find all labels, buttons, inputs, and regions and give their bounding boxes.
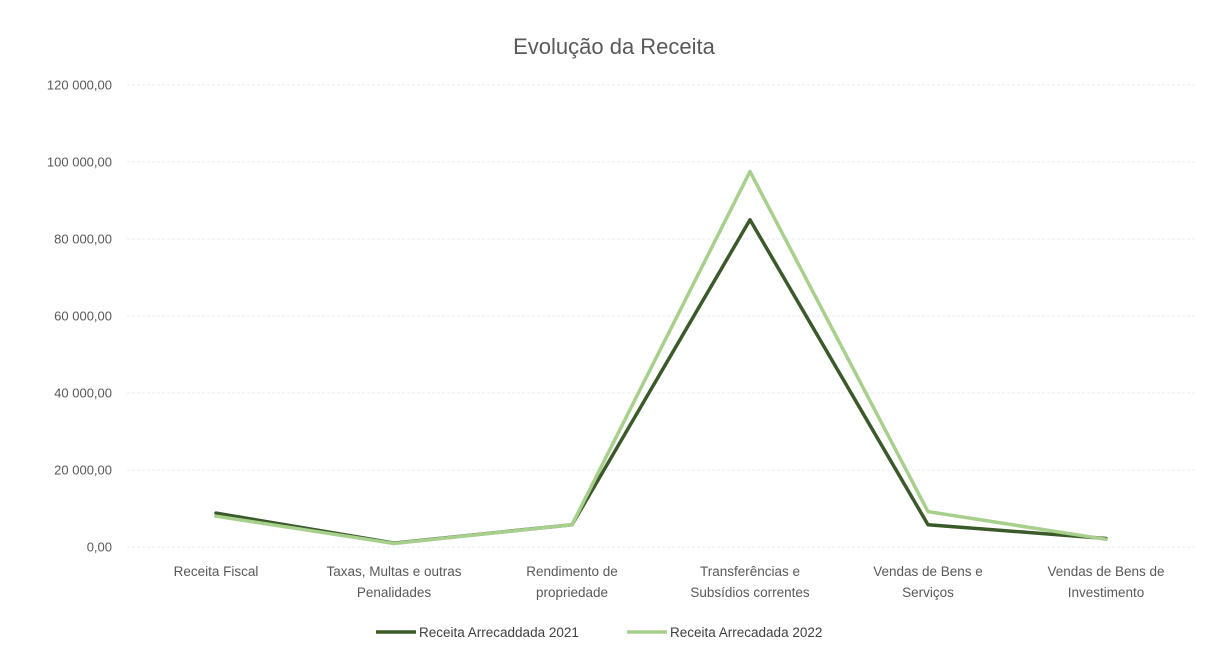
y-tick-label: 40 000,00 bbox=[54, 386, 112, 401]
y-tick-label: 60 000,00 bbox=[54, 309, 112, 324]
x-tick-label-line: Subsídios correntes bbox=[690, 585, 810, 600]
x-tick-label-line: Rendimento de bbox=[526, 564, 618, 579]
x-tick-label-line: Serviços bbox=[902, 585, 954, 600]
data-point bbox=[214, 511, 218, 515]
x-tick-label-line: propriedade bbox=[536, 585, 608, 600]
legend-label-1: Receita Arrecaddada 2021 bbox=[419, 625, 579, 640]
data-point bbox=[926, 510, 930, 514]
data-point bbox=[1104, 537, 1108, 541]
data-point bbox=[570, 523, 574, 527]
series-line-2 bbox=[214, 169, 1108, 546]
y-tick-label: 100 000,00 bbox=[47, 155, 112, 170]
x-tick-label: Receita Fiscal bbox=[174, 564, 259, 579]
x-tick-label-line: Penalidades bbox=[357, 585, 432, 600]
y-tick-label: 80 000,00 bbox=[54, 232, 112, 247]
x-tick-label-line: Receita Fiscal bbox=[174, 564, 259, 579]
x-tick-label: Vendas de Bens de Investimento bbox=[1047, 564, 1164, 600]
x-tick-label-line: Investimento bbox=[1068, 585, 1145, 600]
x-tick-label: Taxas, Multas e outras Penalidades bbox=[326, 564, 461, 600]
y-tick-label: 20 000,00 bbox=[54, 463, 112, 478]
x-tick-label: Rendimento de propriedade bbox=[526, 564, 618, 600]
y-tick-label: 120 000,00 bbox=[47, 78, 112, 93]
data-point bbox=[926, 523, 930, 527]
series-line-1 bbox=[214, 218, 1108, 545]
x-tick-label-line: Vendas de Bens de bbox=[1047, 564, 1164, 579]
chart-title: Evolução da Receita bbox=[513, 34, 716, 59]
data-point bbox=[748, 218, 752, 222]
x-tick-label-line: Vendas de Bens e bbox=[873, 564, 983, 579]
data-point bbox=[748, 170, 752, 174]
data-point bbox=[214, 514, 218, 518]
legend-label-2: Receita Arrecadada 2022 bbox=[670, 625, 822, 640]
y-tick-label: 0,00 bbox=[87, 540, 112, 555]
x-tick-label-line: Transferências e bbox=[700, 564, 800, 579]
x-tick-label: Vendas de Bens e Serviços bbox=[873, 564, 983, 600]
x-tick-label: Transferências e Subsídios correntes bbox=[690, 564, 810, 600]
data-point bbox=[392, 542, 396, 546]
x-tick-label-line: Taxas, Multas e outras bbox=[326, 564, 461, 579]
